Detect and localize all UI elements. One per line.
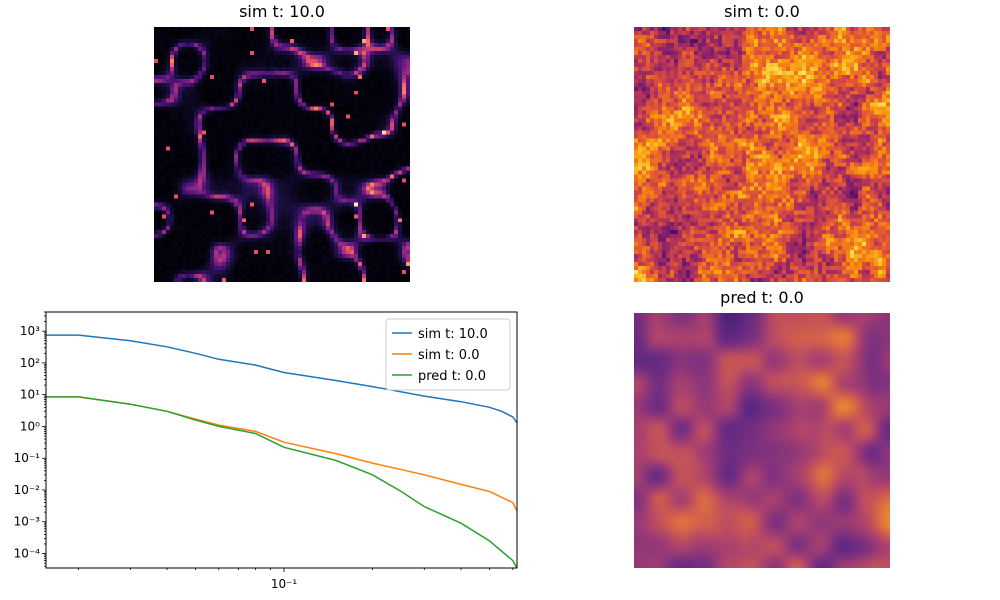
y-tick-label: 10³ (20, 324, 40, 338)
panel-title-top-left: sim t: 10.0 (239, 2, 325, 21)
panel-title-top-right: sim t: 0.0 (724, 2, 800, 21)
y-tick-label: 10¹ (20, 388, 40, 402)
panel-title-bottom-right: pred t: 0.0 (720, 288, 804, 307)
density-field-pred-t0 (634, 313, 890, 568)
chart-axes-frame (45, 311, 518, 569)
series-line-2 (46, 396, 518, 569)
y-tick-label: 10⁻⁴ (14, 547, 41, 561)
series-line-0 (46, 334, 518, 424)
density-field-sim-t0 (634, 27, 890, 282)
y-tick-label: 10⁰ (20, 419, 40, 433)
legend-entry-0: sim t: 10.0 (418, 327, 488, 342)
series-line-1 (46, 396, 518, 512)
y-tick-label: 10⁻¹ (14, 451, 41, 465)
y-tick-label: 10² (20, 356, 40, 370)
y-tick-label: 10⁻² (14, 483, 41, 497)
legend-entry-1: sim t: 0.0 (418, 348, 479, 363)
chart-legend: sim t: 10.0 sim t: 0.0 pred t: 0.0 (385, 318, 511, 391)
density-field-sim-t10 (154, 27, 410, 282)
legend-box (385, 318, 511, 391)
y-tick-label: 10⁻³ (14, 515, 41, 529)
x-tick-label: 10⁻¹ (271, 577, 298, 591)
legend-entry-2: pred t: 0.0 (418, 369, 486, 384)
